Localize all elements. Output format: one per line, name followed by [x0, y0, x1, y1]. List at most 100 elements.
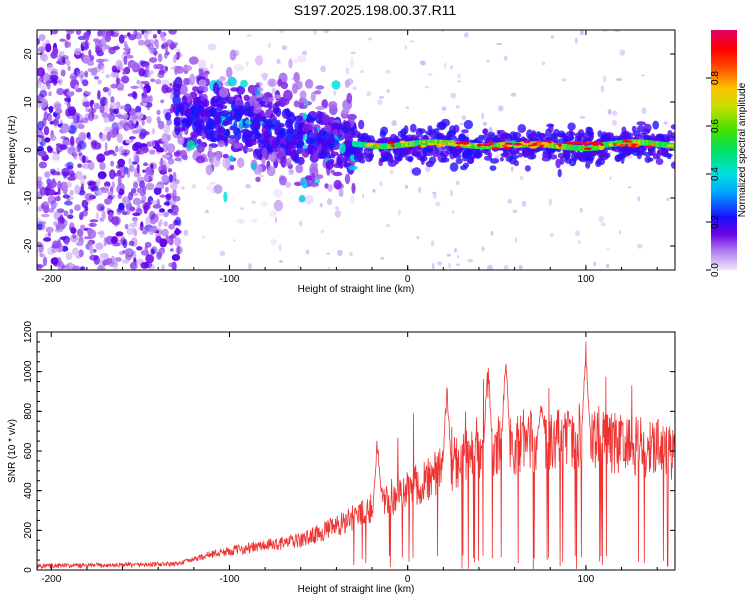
heatmap-cell [141, 194, 147, 203]
heatmap-cell [487, 264, 494, 270]
heatmap-cell [67, 146, 76, 155]
heatmap-cell [124, 223, 129, 230]
heatmap-cell [536, 142, 542, 146]
heatmap-cell [427, 73, 433, 76]
heatmap-cell [467, 259, 474, 263]
heatmap-cell [67, 176, 76, 181]
heatmap-cell [619, 49, 626, 56]
heatmap-cell [432, 192, 437, 200]
heatmap-cell [145, 182, 155, 191]
heatmap-cell [306, 137, 317, 144]
heatmap-cell [95, 242, 104, 250]
heatmap-cell [647, 157, 654, 162]
heatmap-cell [293, 58, 299, 64]
heatmap-cell [139, 192, 145, 197]
heatmap-cell [480, 148, 489, 154]
heatmap-cell [100, 252, 109, 259]
heatmap-cell [101, 210, 106, 220]
heatmap-cell [661, 150, 667, 156]
heatmap-cell [154, 184, 164, 189]
heatmap-cell [116, 77, 121, 85]
heatmap-cell [40, 213, 50, 218]
heatmap-cell [181, 95, 188, 105]
heatmap-cell [166, 199, 170, 207]
heatmap-cell [579, 115, 586, 119]
heatmap-cell [444, 62, 447, 70]
heatmap-cell [43, 237, 52, 242]
heatmap-cell [112, 46, 120, 50]
heatmap-cell [105, 127, 113, 131]
heatmap-cell [297, 156, 305, 165]
heatmap-cell [143, 162, 149, 167]
heatmap-cell [358, 119, 365, 130]
heatmap-cell [378, 159, 384, 167]
heatmap-cell [233, 143, 242, 149]
heatmap-cell [148, 46, 155, 55]
heatmap-cell [61, 139, 71, 146]
heatmap-cell [463, 119, 473, 130]
heatmap-cell [577, 240, 581, 245]
heatmap-cell [606, 248, 610, 251]
heatmap-cell [384, 153, 390, 160]
heatmap-cell [80, 266, 86, 270]
heatmap-cell [455, 145, 461, 149]
heatmap-cell [619, 144, 625, 147]
heatmap-cell [67, 97, 71, 103]
heatmap-cell [170, 182, 178, 191]
heatmap-cell [258, 174, 265, 178]
heatmap-cell [80, 224, 86, 230]
heatmap-cell [641, 107, 647, 115]
heatmap-cell [82, 55, 91, 64]
heatmap-cell [50, 257, 60, 265]
heatmap-cell [233, 120, 238, 132]
heatmap-cell [109, 102, 119, 110]
heatmap-cell [122, 113, 129, 120]
heatmap-cell [44, 171, 51, 178]
heatmap-cell [143, 204, 148, 214]
heatmap-cell [159, 31, 165, 39]
heatmap-cell [130, 188, 137, 194]
heatmap-cell [172, 95, 181, 106]
heatmap-cell [198, 79, 207, 87]
heatmap-cell [214, 26, 221, 30]
heatmap-cell [87, 108, 97, 114]
heatmap-cell [104, 142, 108, 152]
heatmap-cell [174, 237, 182, 247]
heatmap-cell [453, 248, 458, 253]
heatmap-cell [139, 60, 147, 64]
heatmap-cell [312, 30, 318, 35]
heatmap-cell [652, 120, 659, 130]
heatmap-cell [446, 130, 456, 137]
heatmap-cell [320, 229, 325, 234]
heatmap-cell [175, 107, 180, 117]
heatmap-cell [78, 132, 87, 140]
heatmap-cell [504, 142, 513, 146]
heatmap-cell [96, 181, 100, 187]
heatmap-cell [156, 251, 162, 260]
heatmap-cell [103, 236, 108, 247]
heatmap-cell [128, 136, 136, 140]
heatmap-cell [103, 117, 110, 123]
heatmap-cell [440, 146, 447, 151]
heatmap-cell [81, 199, 89, 208]
heatmap-cell [133, 30, 138, 37]
heatmap-cell [93, 76, 100, 80]
heatmap-cell [249, 130, 257, 135]
heatmap-cell [208, 151, 214, 163]
heatmap-cell [315, 138, 321, 146]
heatmap-cell [315, 106, 325, 110]
heatmap-cell [142, 230, 148, 235]
heatmap-cell [87, 227, 93, 236]
heatmap-cell [105, 235, 115, 245]
heatmap-cell [325, 160, 334, 170]
heatmap-cell [57, 78, 63, 86]
heatmap-cell [172, 188, 177, 199]
heatmap-cell [457, 80, 461, 83]
heatmap-cell [519, 175, 524, 181]
heatmap-cell [452, 150, 459, 158]
heatmap-cell [141, 94, 151, 104]
heatmap-cell [202, 236, 205, 239]
heatmap-cell [458, 122, 465, 126]
heatmap-cell [122, 67, 128, 72]
